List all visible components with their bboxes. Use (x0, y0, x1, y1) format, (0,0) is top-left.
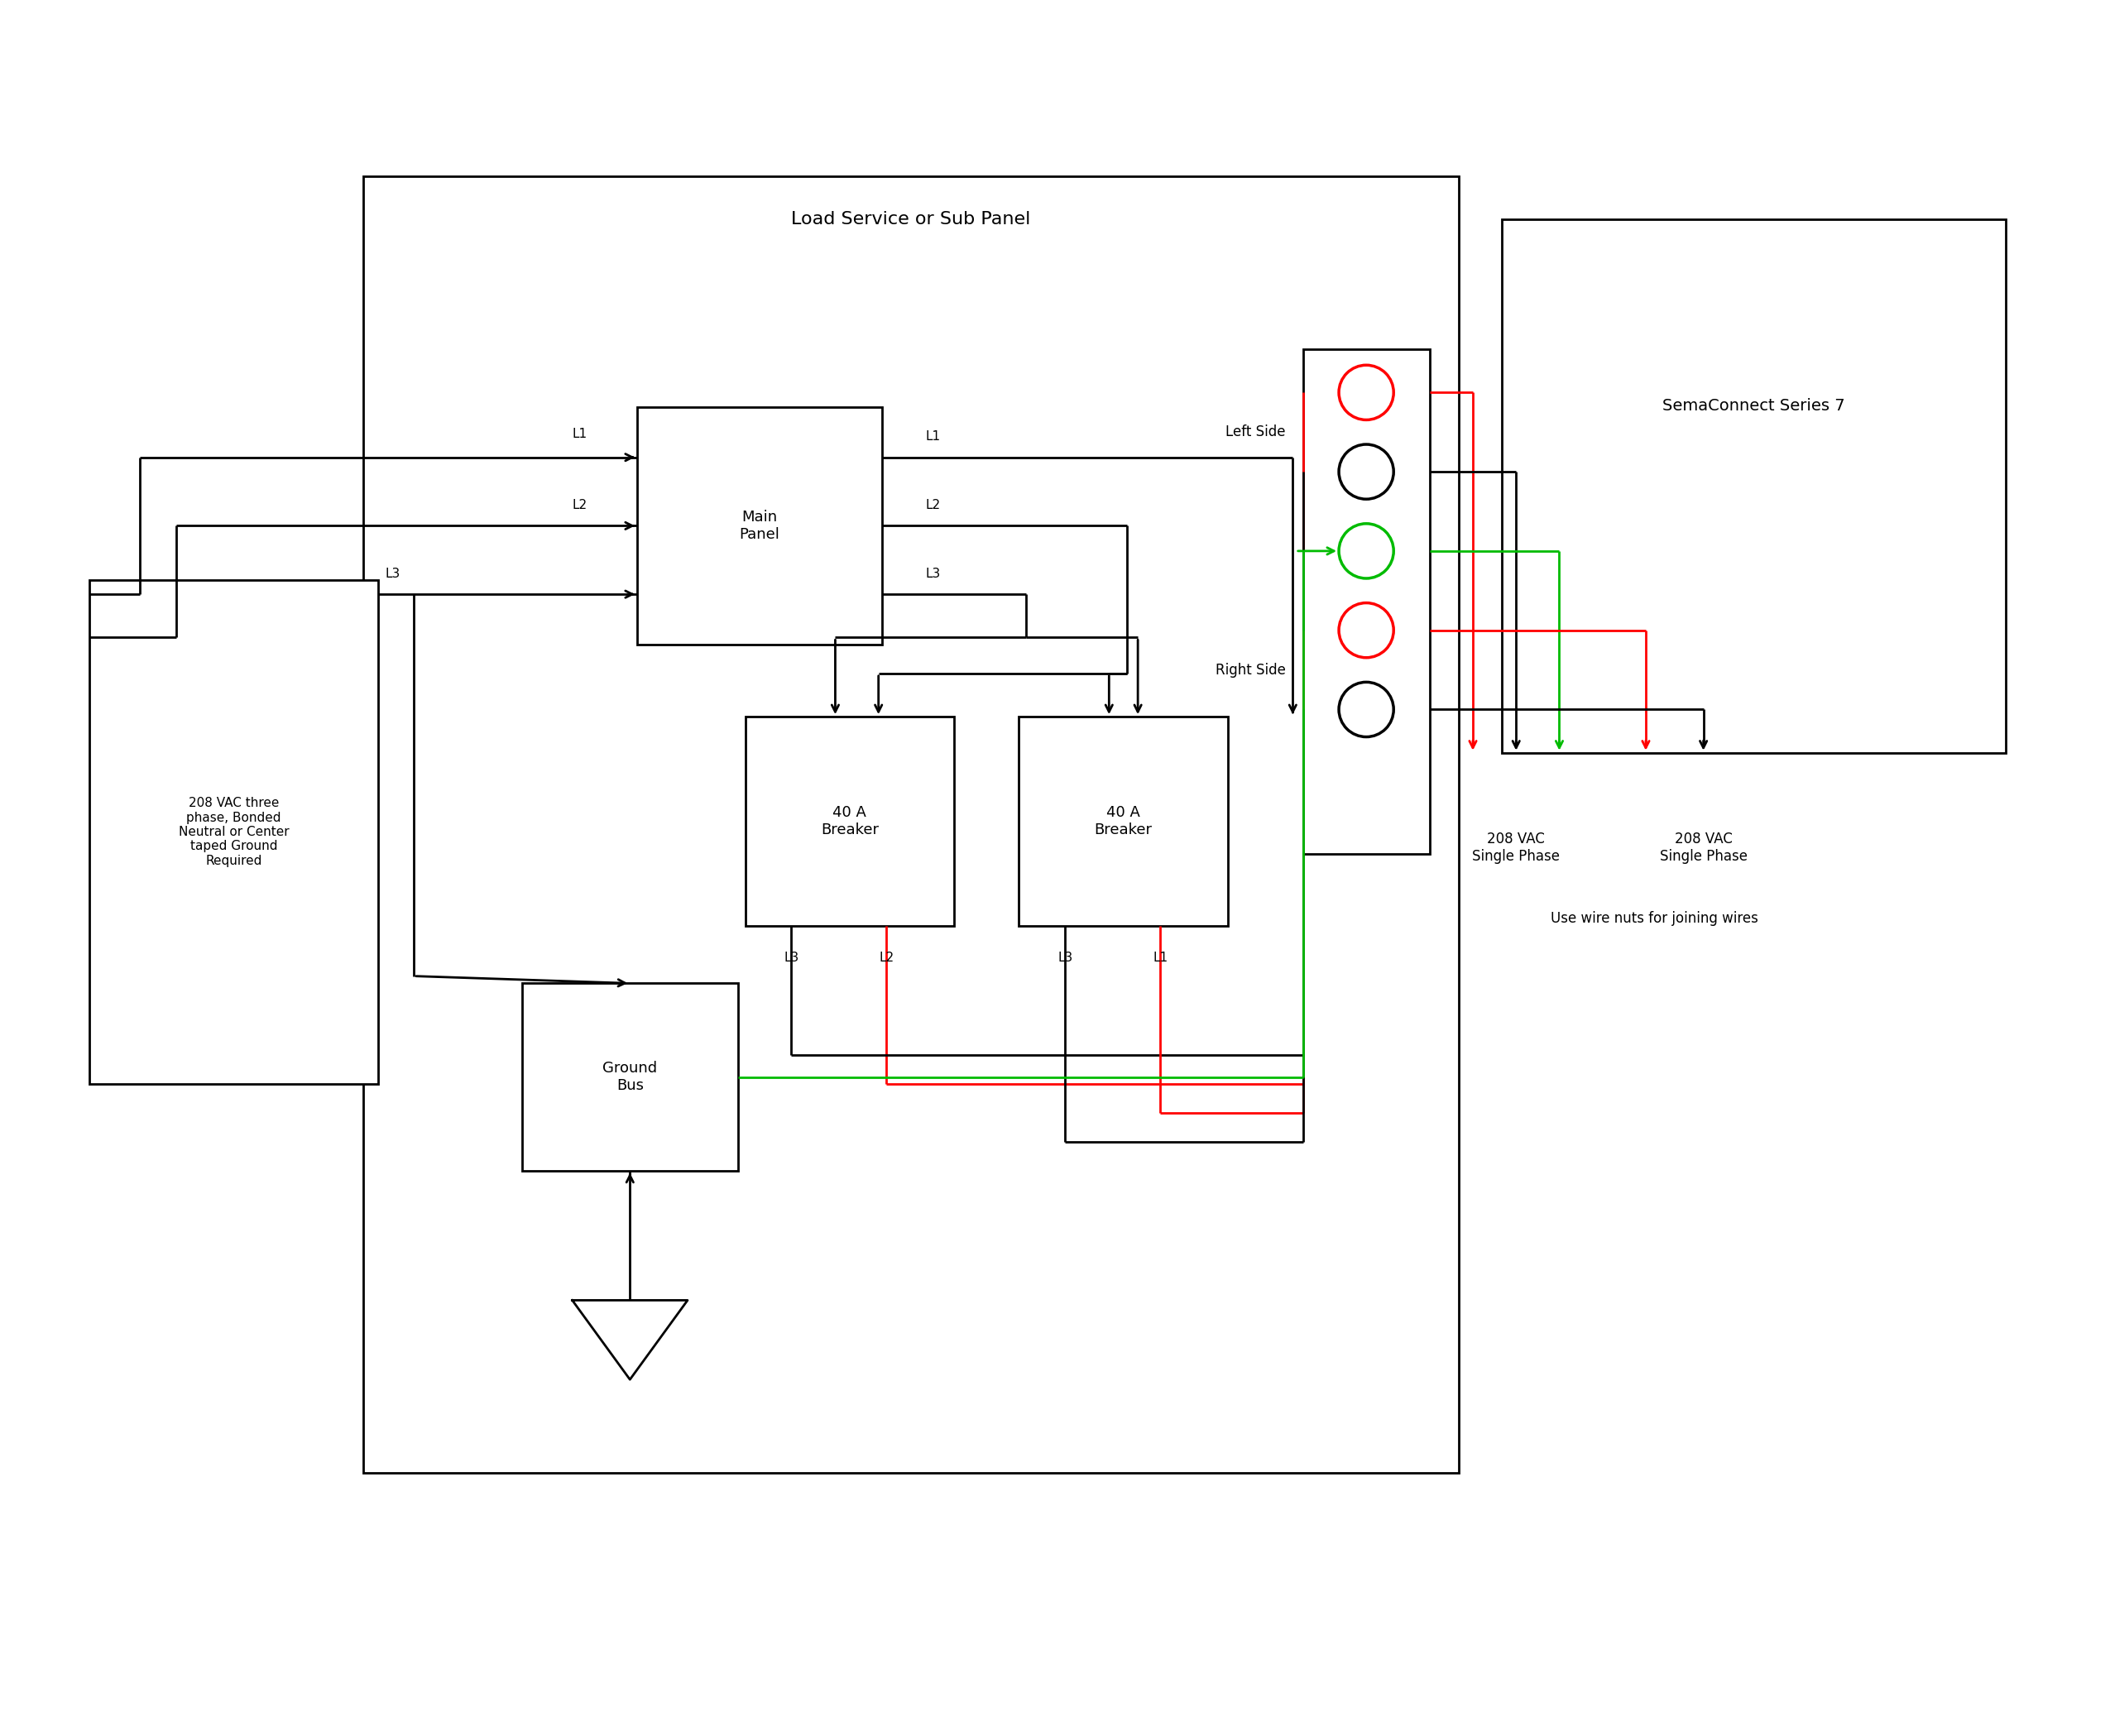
Text: L1: L1 (926, 431, 941, 443)
Text: Right Side: Right Side (1215, 663, 1285, 677)
Text: Main
Panel: Main Panel (738, 510, 781, 542)
Text: Load Service or Sub Panel: Load Service or Sub Panel (791, 212, 1030, 227)
Bar (363, 177, 1458, 1474)
Text: L3: L3 (1057, 951, 1072, 963)
Text: L2: L2 (926, 498, 941, 512)
Text: L1: L1 (1152, 951, 1167, 963)
Bar (1302, 349, 1431, 854)
Text: Left Side: Left Side (1226, 425, 1285, 439)
Text: 208 VAC three
phase, Bonded
Neutral or Center
taped Ground
Required: 208 VAC three phase, Bonded Neutral or C… (179, 797, 289, 866)
Text: L3: L3 (384, 568, 401, 580)
Text: L3: L3 (926, 568, 941, 580)
Bar (1019, 717, 1228, 925)
Text: 40 A
Breaker: 40 A Breaker (1095, 806, 1152, 837)
Text: L2: L2 (880, 951, 895, 963)
Text: SemaConnect Series 7: SemaConnect Series 7 (1663, 398, 1844, 415)
Text: 208 VAC
Single Phase: 208 VAC Single Phase (1473, 832, 1559, 865)
Text: L2: L2 (572, 498, 587, 512)
Bar (1502, 219, 2007, 753)
Text: Ground
Bus: Ground Bus (603, 1061, 658, 1094)
Polygon shape (572, 1300, 688, 1380)
Text: L3: L3 (783, 951, 800, 963)
Text: 40 A
Breaker: 40 A Breaker (821, 806, 878, 837)
Bar (89, 580, 378, 1085)
Bar (745, 717, 954, 925)
Text: L1: L1 (572, 427, 587, 439)
Bar (637, 406, 882, 644)
Text: Use wire nuts for joining wires: Use wire nuts for joining wires (1551, 911, 1758, 925)
Text: 208 VAC
Single Phase: 208 VAC Single Phase (1661, 832, 1747, 865)
Bar (521, 983, 738, 1170)
